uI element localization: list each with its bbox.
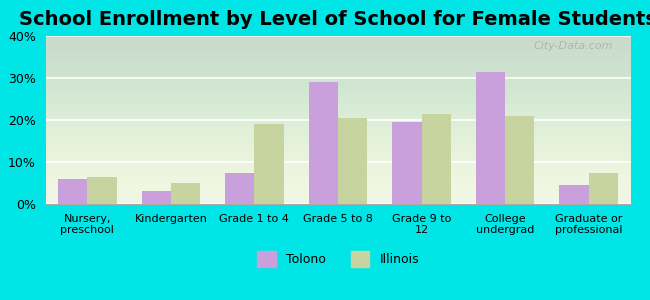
Bar xyxy=(142,191,171,204)
Title: School Enrollment by Level of School for Female Students: School Enrollment by Level of School for… xyxy=(19,10,650,29)
Bar xyxy=(171,183,200,204)
Bar xyxy=(309,82,338,204)
Bar xyxy=(422,114,451,204)
Bar xyxy=(560,185,589,204)
Bar xyxy=(338,118,367,204)
Bar xyxy=(476,72,505,204)
Legend: Tolono, Illinois: Tolono, Illinois xyxy=(252,246,424,272)
Bar xyxy=(393,122,422,204)
Bar xyxy=(254,124,283,204)
Bar xyxy=(58,179,87,204)
Bar xyxy=(87,177,116,204)
Bar xyxy=(505,116,534,204)
Bar xyxy=(225,172,254,204)
Bar xyxy=(589,172,618,204)
Text: City-Data.com: City-Data.com xyxy=(534,41,613,51)
